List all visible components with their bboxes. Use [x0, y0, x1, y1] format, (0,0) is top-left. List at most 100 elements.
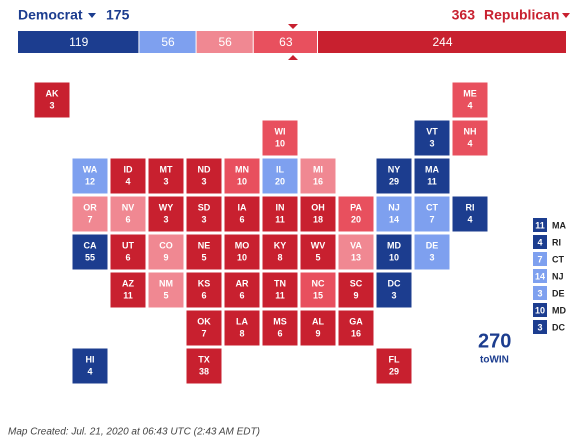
legend-abbr: MA — [552, 220, 566, 230]
state — [71, 157, 109, 195]
state — [451, 119, 489, 157]
bar-segment — [139, 31, 196, 53]
bar-label: 244 — [432, 35, 452, 49]
legend-box — [533, 269, 547, 283]
legend-ev: 4 — [537, 237, 542, 247]
state-ev: 55 — [85, 252, 95, 262]
state — [413, 119, 451, 157]
legend-box — [533, 252, 547, 266]
legend-box — [533, 303, 547, 317]
state-abbr: IN — [276, 202, 285, 212]
state-ev: 7 — [87, 214, 92, 224]
state — [261, 309, 299, 347]
state-ev: 4 — [467, 214, 472, 224]
bar-label: 56 — [161, 35, 175, 49]
state — [147, 195, 185, 233]
state-abbr: WA — [83, 164, 98, 174]
state-abbr: AK — [46, 88, 59, 98]
state-ev: 3 — [163, 214, 168, 224]
state — [71, 233, 109, 271]
state-ev: 16 — [351, 328, 361, 338]
midpoint-marker — [288, 24, 298, 29]
state-abbr: AZ — [122, 278, 134, 288]
state — [261, 271, 299, 309]
state — [147, 271, 185, 309]
state-ev: 10 — [389, 252, 399, 262]
state-abbr: MI — [313, 164, 323, 174]
legend-ev: 10 — [535, 305, 545, 315]
legend-ev: 3 — [537, 288, 542, 298]
logo-text: toWIN — [480, 355, 509, 366]
state-ev: 38 — [199, 366, 209, 376]
state-abbr: CO — [159, 240, 173, 250]
state — [71, 195, 109, 233]
state-abbr: VA — [350, 240, 362, 250]
legend-abbr: MD — [552, 305, 566, 315]
state-abbr: IA — [238, 202, 248, 212]
state — [147, 157, 185, 195]
state — [337, 271, 375, 309]
state — [337, 195, 375, 233]
state-ev: 5 — [315, 252, 320, 262]
state — [337, 309, 375, 347]
state-abbr: OK — [197, 316, 211, 326]
legend-box — [533, 320, 547, 334]
state-abbr: NY — [388, 164, 401, 174]
state — [223, 271, 261, 309]
bar-label: 63 — [279, 35, 293, 49]
state-ev: 11 — [275, 290, 285, 300]
state-abbr: FL — [389, 354, 400, 364]
state-ev: 18 — [313, 214, 323, 224]
state-abbr: RI — [466, 202, 475, 212]
state — [413, 157, 451, 195]
state-abbr: NV — [122, 202, 135, 212]
state-abbr: WI — [275, 126, 286, 136]
bar-label: 119 — [69, 35, 88, 49]
state-ev: 3 — [391, 290, 396, 300]
state-abbr: DE — [426, 240, 439, 250]
rep-dropdown[interactable] — [562, 13, 570, 18]
state-ev: 4 — [125, 176, 130, 186]
state-abbr: IL — [276, 164, 285, 174]
legend-ev: 11 — [535, 220, 545, 230]
state-abbr: KY — [274, 240, 287, 250]
legend-abbr: NJ — [552, 271, 564, 281]
rep-label[interactable]: Republican — [484, 7, 559, 23]
state-ev: 16 — [313, 176, 323, 186]
state-ev: 6 — [125, 214, 130, 224]
state-abbr: DC — [388, 278, 401, 288]
state-ev: 5 — [201, 252, 206, 262]
state — [413, 233, 451, 271]
legend-ev: 7 — [537, 254, 542, 264]
state-ev: 11 — [275, 214, 285, 224]
rep-total: 363 — [452, 7, 476, 23]
state-abbr: SC — [350, 278, 363, 288]
state-abbr: ID — [124, 164, 134, 174]
state-ev: 5 — [163, 290, 168, 300]
dem-label[interactable]: Democrat — [18, 7, 83, 23]
state-abbr: NC — [312, 278, 325, 288]
state — [185, 347, 223, 385]
state-abbr: MT — [160, 164, 173, 174]
state-abbr: OR — [83, 202, 97, 212]
state-abbr: CA — [84, 240, 97, 250]
bar-segment — [253, 31, 318, 53]
state-ev: 15 — [313, 290, 323, 300]
state-ev: 6 — [239, 290, 244, 300]
legend-box — [533, 235, 547, 249]
state — [299, 157, 337, 195]
bar-segment — [18, 31, 139, 53]
state-abbr: MD — [387, 240, 401, 250]
state — [109, 195, 147, 233]
state-abbr: ND — [198, 164, 211, 174]
state-abbr: NE — [198, 240, 211, 250]
state — [147, 233, 185, 271]
state-ev: 8 — [239, 328, 244, 338]
legend-box — [533, 286, 547, 300]
state-ev: 20 — [351, 214, 361, 224]
state — [71, 347, 109, 385]
state-abbr: WV — [311, 240, 326, 250]
state-ev: 10 — [237, 176, 247, 186]
dem-dropdown[interactable] — [88, 13, 96, 18]
